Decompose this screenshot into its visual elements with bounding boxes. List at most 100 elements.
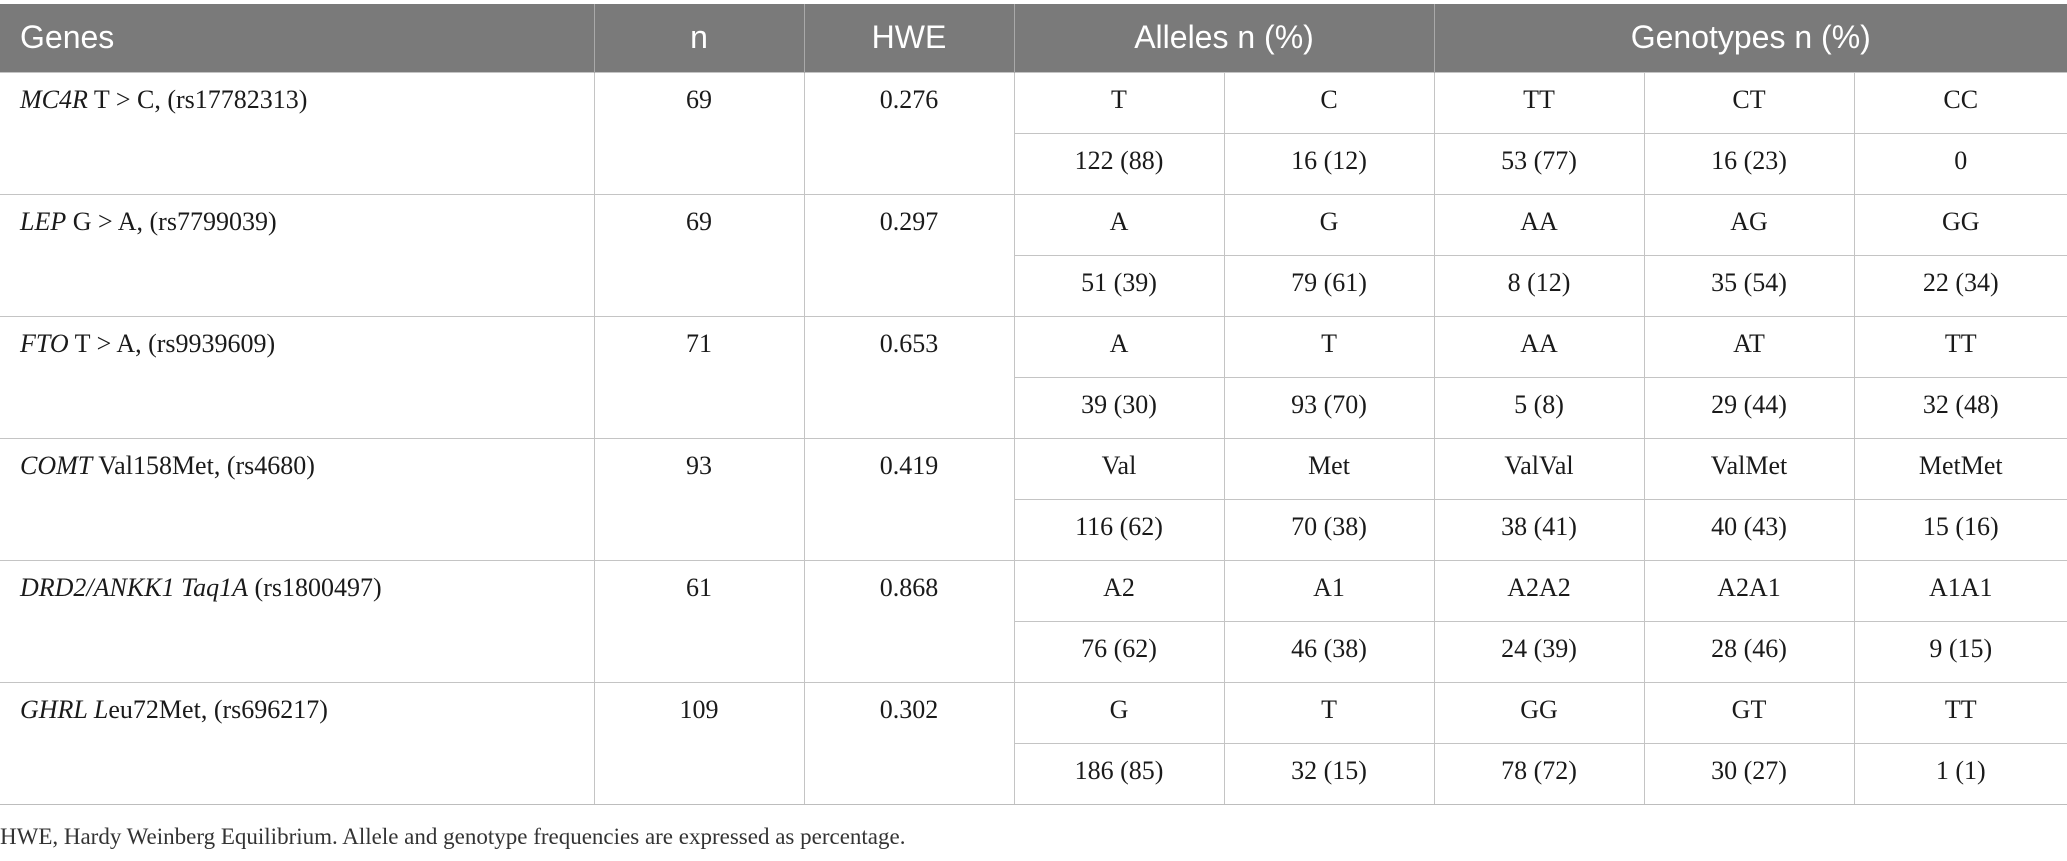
genotype-value-cell: 32 (48) bbox=[1853, 376, 2067, 439]
gene-cell: LEP G > A, (rs7799039) bbox=[0, 193, 595, 317]
gene-cell: DRD2/ANKK1 Taq1A (rs1800497) bbox=[0, 559, 595, 683]
genotype-label-cell: CC bbox=[1853, 71, 2067, 134]
allele-label-cell: A1 bbox=[1223, 559, 1435, 622]
allele-value-cell: 32 (15) bbox=[1223, 742, 1435, 805]
genotype-label-cell: A1A1 bbox=[1853, 559, 2067, 622]
genotype-label-cell: CT bbox=[1643, 71, 1855, 134]
genotype-value-cell: 0 bbox=[1853, 132, 2067, 195]
allele-value-cell: 16 (12) bbox=[1223, 132, 1435, 195]
gene-cell: COMT Val158Met, (rs4680) bbox=[0, 437, 595, 561]
header-row: Genes n HWE Alleles n (%) Genotypes n (%… bbox=[0, 4, 2067, 72]
allele-label-cell: A bbox=[1013, 193, 1225, 256]
allele-value-cell: 39 (30) bbox=[1013, 376, 1225, 439]
gene-variant: T > C, (rs17782313) bbox=[87, 84, 308, 114]
gene-symbol: GHRL L bbox=[20, 694, 109, 724]
genotype-value-cell: 1 (1) bbox=[1853, 742, 2067, 805]
genotype-value-cell: 15 (16) bbox=[1853, 498, 2067, 561]
genotype-value-cell: 53 (77) bbox=[1433, 132, 1645, 195]
gene-symbol: COMT bbox=[20, 450, 93, 480]
allele-value-cell: 122 (88) bbox=[1013, 132, 1225, 195]
hwe-cell: 0.868 bbox=[803, 559, 1015, 683]
gene-variant: T > A, (rs9939609) bbox=[68, 328, 276, 358]
gene-symbol: FTO bbox=[20, 328, 69, 358]
genotype-label-cell: A2A2 bbox=[1433, 559, 1645, 622]
allele-value-cell: 93 (70) bbox=[1223, 376, 1435, 439]
header-alleles: Alleles n (%) bbox=[1013, 4, 1435, 72]
gene-variant: Val158Met, (rs4680) bbox=[92, 450, 315, 480]
genotype-label-cell: A2A1 bbox=[1643, 559, 1855, 622]
allele-label-cell: G bbox=[1013, 681, 1225, 744]
genotype-value-cell: 24 (39) bbox=[1433, 620, 1645, 683]
table-footnote: HWE, Hardy Weinberg Equilibrium. Allele … bbox=[0, 824, 906, 849]
genotype-label-cell: ValMet bbox=[1643, 437, 1855, 500]
table-row: 76 (62) 46 (38) 24 (39) 28 (46) 9 (15) bbox=[0, 620, 2067, 683]
genotype-label-cell: AA bbox=[1433, 315, 1645, 378]
hwe-cell: 0.297 bbox=[803, 193, 1015, 317]
allele-value-cell: 186 (85) bbox=[1013, 742, 1225, 805]
genotype-value-cell: 30 (27) bbox=[1643, 742, 1855, 805]
genotype-frequency-table: Genes n HWE Alleles n (%) Genotypes n (%… bbox=[0, 4, 2067, 805]
table-row: DRD2/ANKK1 Taq1A (rs1800497) 61 0.868 A2 A1 A… bbox=[0, 559, 2067, 683]
genotype-label-cell: GT bbox=[1643, 681, 1855, 744]
allele-label-cell: Met bbox=[1223, 437, 1435, 500]
allele-label-cell: Val bbox=[1013, 437, 1225, 500]
gene-cell: GHRL Leu72Met, (rs696217) bbox=[0, 681, 595, 805]
table-row: COMT Val158Met, (rs4680) 93 0.419 Val Met Val… bbox=[0, 437, 2067, 561]
gene-symbol: MC4R bbox=[20, 84, 88, 114]
allele-value-cell: 76 (62) bbox=[1013, 620, 1225, 683]
header-genotypes: Genotypes n (%) bbox=[1433, 4, 2067, 72]
gene-variant: (rs1800497) bbox=[248, 572, 382, 602]
table-body: MC4R T > C, (rs17782313) 69 0.276 T C TT CT CC 1… bbox=[0, 71, 2067, 805]
genotype-label-cell: AT bbox=[1643, 315, 1855, 378]
table-row: 51 (39) 79 (61) 8 (12) 35 (54) 22 (34) bbox=[0, 254, 2067, 317]
hwe-cell: 0.302 bbox=[803, 681, 1015, 805]
n-cell: 69 bbox=[593, 71, 805, 195]
allele-value-cell: 79 (61) bbox=[1223, 254, 1435, 317]
genotype-value-cell: 40 (43) bbox=[1643, 498, 1855, 561]
genotype-value-cell: 16 (23) bbox=[1643, 132, 1855, 195]
allele-label-cell: A bbox=[1013, 315, 1225, 378]
gene-variant: eu72Met, (rs696217) bbox=[108, 694, 328, 724]
gene-symbol: LEP bbox=[20, 206, 67, 236]
n-cell: 109 bbox=[593, 681, 805, 805]
genotype-label-cell: GG bbox=[1853, 193, 2067, 256]
table-row: FTO T > A, (rs9939609) 71 0.653 A T AA AT TT bbox=[0, 315, 2067, 439]
table-row: 39 (30) 93 (70) 5 (8) 29 (44) 32 (48) bbox=[0, 376, 2067, 439]
genotype-value-cell: 35 (54) bbox=[1643, 254, 1855, 317]
n-cell: 61 bbox=[593, 559, 805, 683]
gene-symbol: DRD2/ANKK1 Taq1A bbox=[20, 572, 249, 602]
genotype-label-cell: TT bbox=[1433, 71, 1645, 134]
n-cell: 93 bbox=[593, 437, 805, 561]
table-row: LEP G > A, (rs7799039) 69 0.297 A G AA AG GG bbox=[0, 193, 2067, 317]
genotype-label-cell: AG bbox=[1643, 193, 1855, 256]
gene-cell: FTO T > A, (rs9939609) bbox=[0, 315, 595, 439]
table-row: MC4R T > C, (rs17782313) 69 0.276 T C TT CT CC bbox=[0, 71, 2067, 195]
hwe-cell: 0.653 bbox=[803, 315, 1015, 439]
genotype-value-cell: 29 (44) bbox=[1643, 376, 1855, 439]
genotype-label-cell: GG bbox=[1433, 681, 1645, 744]
genotype-label-cell: MetMet bbox=[1853, 437, 2067, 500]
n-cell: 69 bbox=[593, 193, 805, 317]
genotype-label-cell: ValVal bbox=[1433, 437, 1645, 500]
allele-value-cell: 116 (62) bbox=[1013, 498, 1225, 561]
allele-label-cell: A2 bbox=[1013, 559, 1225, 622]
allele-label-cell: T bbox=[1223, 681, 1435, 744]
allele-label-cell: T bbox=[1013, 71, 1225, 134]
header-hwe: HWE bbox=[803, 4, 1014, 72]
allele-value-cell: 46 (38) bbox=[1223, 620, 1435, 683]
header-genes: Genes bbox=[0, 4, 594, 72]
genotype-value-cell: 78 (72) bbox=[1433, 742, 1645, 805]
gene-cell: MC4R T > C, (rs17782313) bbox=[0, 71, 595, 195]
allele-label-cell: T bbox=[1223, 315, 1435, 378]
genotype-value-cell: 38 (41) bbox=[1433, 498, 1645, 561]
hwe-cell: 0.419 bbox=[803, 437, 1015, 561]
n-cell: 71 bbox=[593, 315, 805, 439]
allele-label-cell: G bbox=[1223, 193, 1435, 256]
genotype-value-cell: 5 (8) bbox=[1433, 376, 1645, 439]
gene-variant: G > A, (rs7799039) bbox=[66, 206, 277, 236]
allele-value-cell: 51 (39) bbox=[1013, 254, 1225, 317]
hwe-cell: 0.276 bbox=[803, 71, 1015, 195]
allele-value-cell: 70 (38) bbox=[1223, 498, 1435, 561]
genotype-label-cell: TT bbox=[1853, 315, 2067, 378]
table-row: 186 (85) 32 (15) 78 (72) 30 (27) 1 (1) bbox=[0, 742, 2067, 805]
